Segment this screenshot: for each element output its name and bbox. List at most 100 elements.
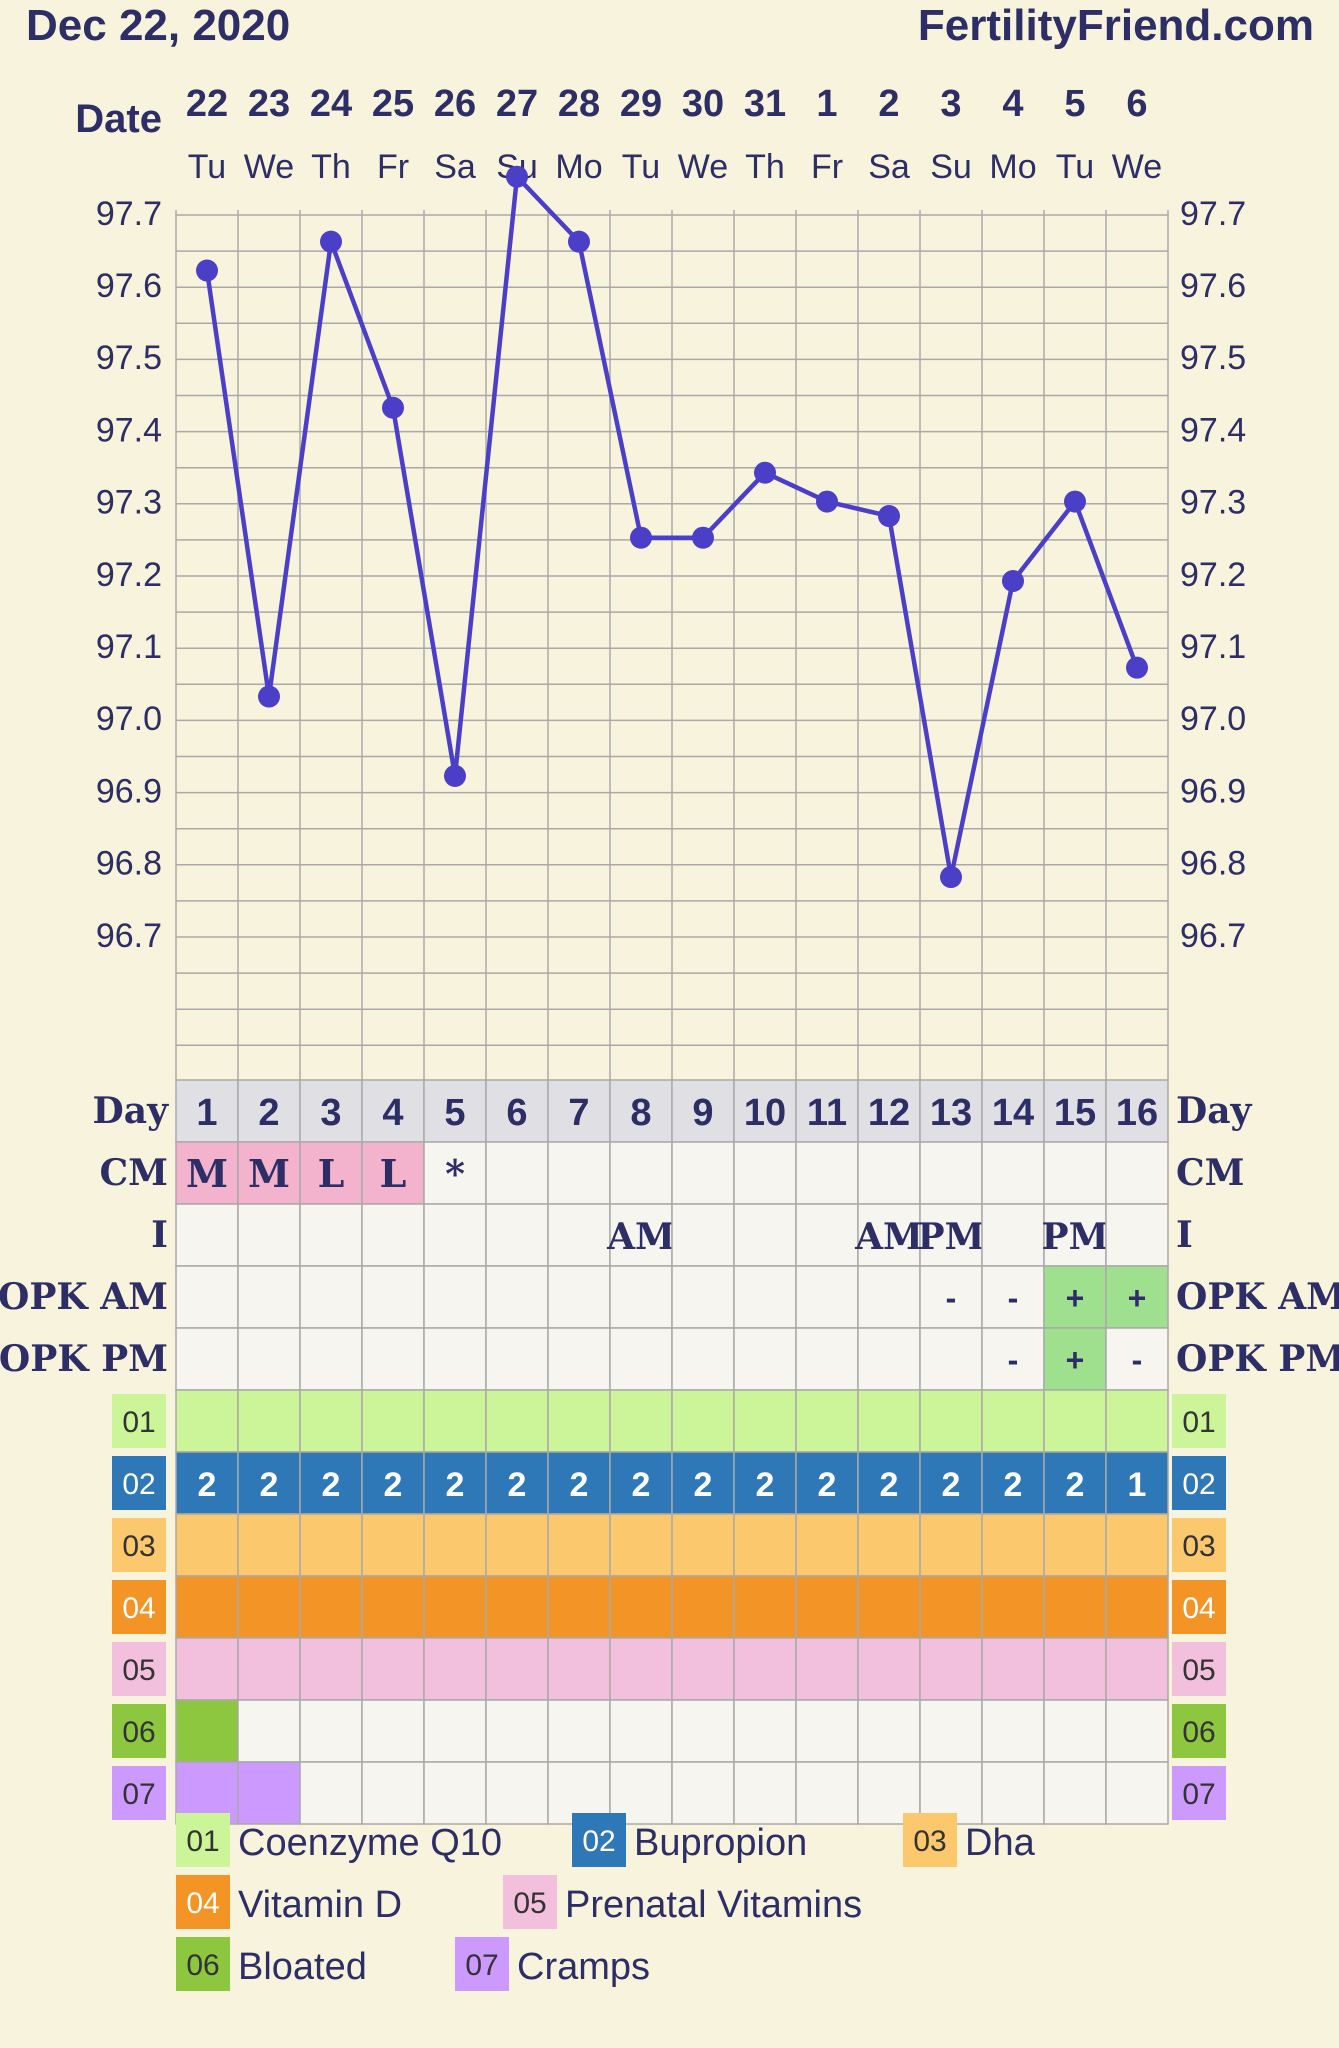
opk-am-cell[interactable] <box>423 1265 487 1329</box>
opk-pm-cell[interactable] <box>485 1327 549 1391</box>
track-01-cell[interactable] <box>857 1389 921 1453</box>
track-06-cell[interactable] <box>981 1699 1045 1763</box>
track-04-cell[interactable] <box>547 1575 611 1639</box>
track-03-cell[interactable] <box>237 1513 301 1577</box>
track-01-cell[interactable] <box>237 1389 301 1453</box>
track-04-cell[interactable] <box>361 1575 425 1639</box>
cm-cell[interactable] <box>547 1141 611 1205</box>
opk-pm-cell[interactable] <box>919 1327 983 1391</box>
cm-cell[interactable] <box>609 1141 673 1205</box>
site-name[interactable]: FertilityFriend.com <box>918 1 1314 50</box>
temperature-point[interactable] <box>816 490 838 513</box>
track-03-cell[interactable] <box>361 1513 425 1577</box>
track-02-cell[interactable] <box>609 1451 673 1515</box>
track-05-cell[interactable] <box>857 1637 921 1701</box>
track-03-cell[interactable] <box>795 1513 859 1577</box>
track-04-cell[interactable] <box>981 1575 1045 1639</box>
track-03-cell[interactable] <box>857 1513 921 1577</box>
opk-pm-cell[interactable] <box>981 1327 1045 1391</box>
track-02-cell[interactable] <box>919 1451 983 1515</box>
track-06-cell[interactable] <box>485 1699 549 1763</box>
track-06-cell[interactable] <box>671 1699 735 1763</box>
track-03-cell[interactable] <box>1105 1513 1169 1577</box>
track-07-cell[interactable] <box>361 1761 425 1825</box>
temperature-point[interactable] <box>1126 656 1148 679</box>
track-03-cell[interactable] <box>299 1513 363 1577</box>
track-02-cell[interactable] <box>671 1451 735 1515</box>
temperature-point[interactable] <box>1002 570 1024 593</box>
cm-cell[interactable] <box>733 1141 797 1205</box>
opk-pm-cell[interactable] <box>299 1327 363 1391</box>
track-05-cell[interactable] <box>609 1637 673 1701</box>
opk-pm-cell[interactable] <box>361 1327 425 1391</box>
temperature-point[interactable] <box>630 526 652 549</box>
cm-cell[interactable] <box>795 1141 859 1205</box>
intercourse-cell[interactable] <box>175 1203 239 1267</box>
intercourse-cell[interactable] <box>671 1203 735 1267</box>
track-02-cell[interactable] <box>237 1451 301 1515</box>
track-05-cell[interactable] <box>423 1637 487 1701</box>
track-03-cell[interactable] <box>981 1513 1045 1577</box>
opk-am-cell[interactable] <box>485 1265 549 1329</box>
track-05-cell[interactable] <box>361 1637 425 1701</box>
track-01-cell[interactable] <box>1105 1389 1169 1453</box>
temperature-point[interactable] <box>568 230 590 253</box>
opk-am-cell[interactable] <box>857 1265 921 1329</box>
track-05-cell[interactable] <box>1105 1637 1169 1701</box>
track-01-cell[interactable] <box>919 1389 983 1453</box>
temperature-point[interactable] <box>258 685 280 708</box>
track-06-cell[interactable] <box>857 1699 921 1763</box>
intercourse-cell[interactable] <box>361 1203 425 1267</box>
intercourse-cell[interactable] <box>1105 1203 1169 1267</box>
temperature-point[interactable] <box>692 526 714 549</box>
opk-am-cell[interactable] <box>547 1265 611 1329</box>
track-05-cell[interactable] <box>671 1637 735 1701</box>
track-06-cell[interactable] <box>175 1699 239 1763</box>
opk-pm-cell[interactable] <box>733 1327 797 1391</box>
cm-cell[interactable] <box>919 1141 983 1205</box>
track-01-cell[interactable] <box>361 1389 425 1453</box>
intercourse-cell[interactable] <box>981 1203 1045 1267</box>
track-06-cell[interactable] <box>1043 1699 1107 1763</box>
opk-pm-cell[interactable] <box>1105 1327 1169 1391</box>
opk-am-cell[interactable] <box>361 1265 425 1329</box>
track-01-cell[interactable] <box>609 1389 673 1453</box>
intercourse-cell[interactable] <box>857 1203 921 1267</box>
track-04-cell[interactable] <box>299 1575 363 1639</box>
track-01-cell[interactable] <box>299 1389 363 1453</box>
track-06-cell[interactable] <box>733 1699 797 1763</box>
cm-cell[interactable] <box>1043 1141 1107 1205</box>
track-01-cell[interactable] <box>733 1389 797 1453</box>
track-07-cell[interactable] <box>485 1761 549 1825</box>
track-03-cell[interactable] <box>919 1513 983 1577</box>
opk-am-cell[interactable] <box>609 1265 673 1329</box>
track-01-cell[interactable] <box>671 1389 735 1453</box>
cm-cell[interactable] <box>1105 1141 1169 1205</box>
track-05-cell[interactable] <box>485 1637 549 1701</box>
track-03-cell[interactable] <box>1043 1513 1107 1577</box>
track-01-cell[interactable] <box>981 1389 1045 1453</box>
track-03-cell[interactable] <box>485 1513 549 1577</box>
track-07-cell[interactable] <box>671 1761 735 1825</box>
track-07-cell[interactable] <box>237 1761 301 1825</box>
cm-cell[interactable] <box>423 1141 487 1205</box>
track-03-cell[interactable] <box>547 1513 611 1577</box>
track-02-cell[interactable] <box>733 1451 797 1515</box>
temperature-point[interactable] <box>940 866 962 889</box>
track-04-cell[interactable] <box>919 1575 983 1639</box>
track-02-cell[interactable] <box>361 1451 425 1515</box>
track-04-cell[interactable] <box>1043 1575 1107 1639</box>
intercourse-cell[interactable] <box>1043 1203 1107 1267</box>
opk-am-cell[interactable] <box>671 1265 735 1329</box>
opk-pm-cell[interactable] <box>423 1327 487 1391</box>
opk-am-cell[interactable] <box>981 1265 1045 1329</box>
track-07-cell[interactable] <box>981 1761 1045 1825</box>
track-03-cell[interactable] <box>671 1513 735 1577</box>
track-05-cell[interactable] <box>175 1637 239 1701</box>
track-05-cell[interactable] <box>795 1637 859 1701</box>
track-04-cell[interactable] <box>1105 1575 1169 1639</box>
temperature-point[interactable] <box>320 230 342 253</box>
opk-am-cell[interactable] <box>733 1265 797 1329</box>
track-01-cell[interactable] <box>485 1389 549 1453</box>
track-01-cell[interactable] <box>1043 1389 1107 1453</box>
